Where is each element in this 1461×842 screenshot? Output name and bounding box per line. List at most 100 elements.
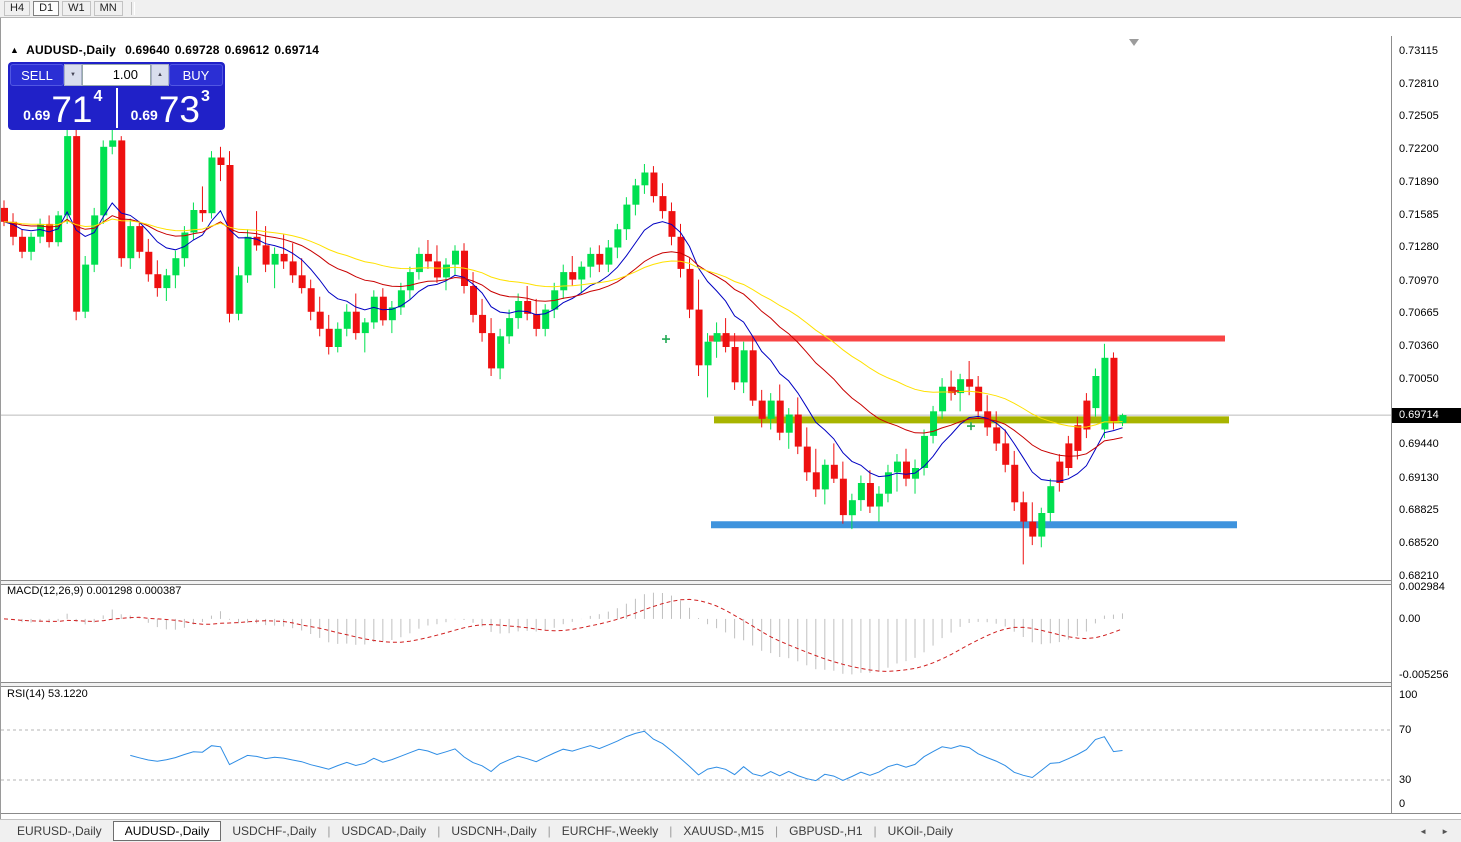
candle: [37, 223, 45, 237]
candle: [217, 157, 225, 165]
toolbar-separator: [130, 2, 135, 15]
candle: [722, 333, 730, 347]
candle: [244, 236, 252, 276]
buy-price-prefix: 0.69: [130, 107, 158, 123]
candle: [740, 350, 748, 383]
candle: [73, 136, 81, 312]
chart-shift-marker-icon[interactable]: [1129, 39, 1139, 46]
candle: [1119, 415, 1127, 423]
candle: [379, 296, 387, 321]
candle: [659, 196, 667, 212]
timeframe-button-w1[interactable]: W1: [62, 1, 91, 16]
chart-tab-gbpusd[interactable]: GBPUSD-,H1: [789, 824, 863, 838]
candle: [235, 275, 243, 314]
chart-tab-usdchf[interactable]: USDCHF-,Daily: [232, 824, 317, 838]
volume-input[interactable]: 1.00: [82, 64, 151, 86]
symbol-title: AUDUSD-,Daily: [26, 43, 117, 57]
candle: [262, 245, 270, 265]
price-axis-label: 0.71890: [1399, 176, 1439, 189]
candle: [1038, 513, 1046, 537]
chart-tab-eurchf[interactable]: EURCHF-,Weekly: [561, 824, 659, 838]
candle: [352, 311, 360, 334]
rsi-line: [130, 730, 1123, 782]
rsi-value: 53.1220: [47, 688, 88, 700]
candle: [921, 435, 929, 468]
tab-separator: |: [547, 824, 551, 838]
volume-increase-button[interactable]: ▲: [151, 64, 169, 86]
price-axis-label: 0.71280: [1399, 241, 1439, 254]
candle: [298, 275, 306, 289]
candle: [794, 414, 802, 447]
candle: [136, 226, 144, 252]
candle: [569, 272, 577, 280]
chevron-up-icon: ▲: [157, 72, 163, 78]
buy-price-button[interactable]: 0.69 73 3: [117, 88, 223, 130]
timeframe-button-mn[interactable]: MN: [93, 1, 123, 16]
tab-scroll-left-icon[interactable]: ◄: [1419, 826, 1428, 836]
collapse-panel-icon[interactable]: ▲: [10, 45, 20, 55]
candle: [127, 226, 135, 259]
candle: [966, 379, 974, 387]
candle: [749, 350, 757, 401]
macd-pane-splitter[interactable]: [1, 580, 1461, 585]
candle: [452, 250, 459, 265]
candle: [1011, 464, 1019, 503]
macd-axis-label: 0.00: [1399, 612, 1421, 625]
candle: [64, 136, 72, 216]
buy-price-main: 73: [158, 89, 200, 130]
candle: [1056, 461, 1064, 483]
ohlc-close: 0.69714: [274, 43, 320, 57]
ma-line-medium: [3, 215, 1123, 457]
buy-button[interactable]: BUY: [169, 64, 223, 86]
candle: [10, 221, 18, 237]
candle: [289, 261, 297, 276]
candle: [930, 411, 938, 436]
candle: [758, 400, 766, 419]
price-axis: 0.73115 0.72810 0.72505 0.72200 0.71890 0.715…: [1392, 36, 1461, 813]
candle: [993, 427, 1001, 444]
price-axis-label: 0.70050: [1399, 373, 1439, 386]
chart-tab-xauusd[interactable]: XAUUSD-,M15: [683, 824, 765, 838]
price-axis-label: 0.71585: [1399, 208, 1439, 221]
candle: [821, 464, 829, 490]
rsi-pane-splitter[interactable]: [1, 682, 1461, 687]
chart-canvas[interactable]: [1, 18, 1461, 842]
candle: [948, 386, 956, 394]
price-axis-label: 0.69130: [1399, 471, 1439, 484]
candle: [975, 386, 983, 412]
tab-separator: |: [327, 824, 331, 838]
chart-tab-eurusd[interactable]: EURUSD-,Daily: [17, 824, 102, 838]
price-axis-label: 0.69440: [1399, 438, 1439, 451]
candle: [605, 247, 613, 265]
tab-separator: |: [669, 824, 673, 838]
sell-price-button[interactable]: 0.69 71 4: [10, 88, 118, 128]
timeframe-button-d1[interactable]: D1: [33, 1, 60, 16]
candle: [1029, 521, 1037, 537]
price-axis-label: 0.72200: [1399, 142, 1439, 155]
volume-decrease-button[interactable]: ▼: [64, 64, 82, 86]
candle: [488, 333, 496, 369]
chart-tab-usdcad[interactable]: USDCAD-,Daily: [341, 824, 427, 838]
candle: [632, 185, 640, 205]
candle: [830, 464, 838, 479]
candle: [650, 172, 658, 197]
chart-tab-audusd[interactable]: AUDUSD-,Daily: [112, 821, 222, 841]
trade-marker-plus-1: [951, 386, 959, 395]
candle: [1083, 400, 1091, 430]
candle: [280, 253, 288, 262]
candle: [1002, 443, 1010, 465]
candle: [515, 301, 523, 319]
candle: [704, 341, 712, 366]
chart-tab-usdcnh[interactable]: USDCNH-,Daily: [451, 824, 537, 838]
one-click-trade-panel: SELL ▼ 1.00 ▲ BUY 0.69 71 4 0.69 73 3: [8, 62, 225, 130]
candle: [82, 264, 90, 312]
chart-tab-ukoil[interactable]: UKOil-,Daily: [887, 824, 953, 838]
candle: [118, 140, 126, 259]
timeframe-button-h4[interactable]: H4: [4, 1, 31, 16]
candle: [433, 261, 441, 278]
candle: [154, 274, 162, 289]
sell-button[interactable]: SELL: [10, 64, 64, 86]
tab-scroll-right-icon[interactable]: ►: [1441, 826, 1449, 836]
macd-histogram: [12, 592, 1123, 675]
